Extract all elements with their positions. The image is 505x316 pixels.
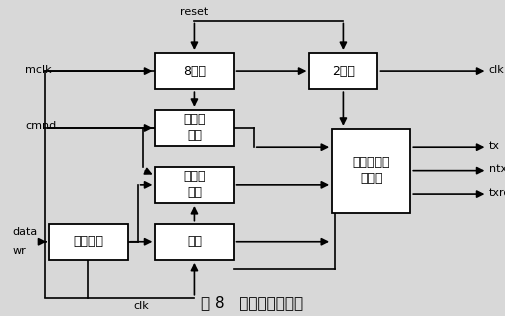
Text: 奇偶位
生成: 奇偶位 生成 (183, 170, 206, 199)
Bar (156, 224, 233, 260)
Text: cmnd: cmnd (25, 121, 57, 131)
Text: 8分频: 8分频 (183, 64, 206, 78)
Text: 曼彻斯特码
形成器: 曼彻斯特码 形成器 (352, 156, 390, 185)
Text: mclk: mclk (25, 64, 52, 75)
Text: txrdy: txrdy (489, 187, 505, 198)
Text: 保持寄存: 保持寄存 (73, 235, 104, 248)
Text: reset: reset (180, 7, 209, 17)
Text: ntx: ntx (489, 164, 505, 174)
Text: clk: clk (133, 301, 149, 311)
Text: clk: clk (489, 64, 504, 75)
Bar (156, 53, 233, 89)
Bar (156, 167, 233, 203)
Bar (49, 224, 128, 260)
Text: 2分频: 2分频 (332, 64, 355, 78)
Text: 图 8   编码器逻辑框图: 图 8 编码器逻辑框图 (201, 295, 304, 310)
Bar (156, 110, 233, 146)
Text: data: data (13, 227, 38, 237)
Text: wr: wr (13, 246, 26, 256)
Bar (309, 53, 378, 89)
Text: tx: tx (489, 141, 500, 151)
Bar (332, 129, 410, 212)
Text: 移位: 移位 (187, 235, 202, 248)
Text: 同步头
生成: 同步头 生成 (183, 113, 206, 143)
